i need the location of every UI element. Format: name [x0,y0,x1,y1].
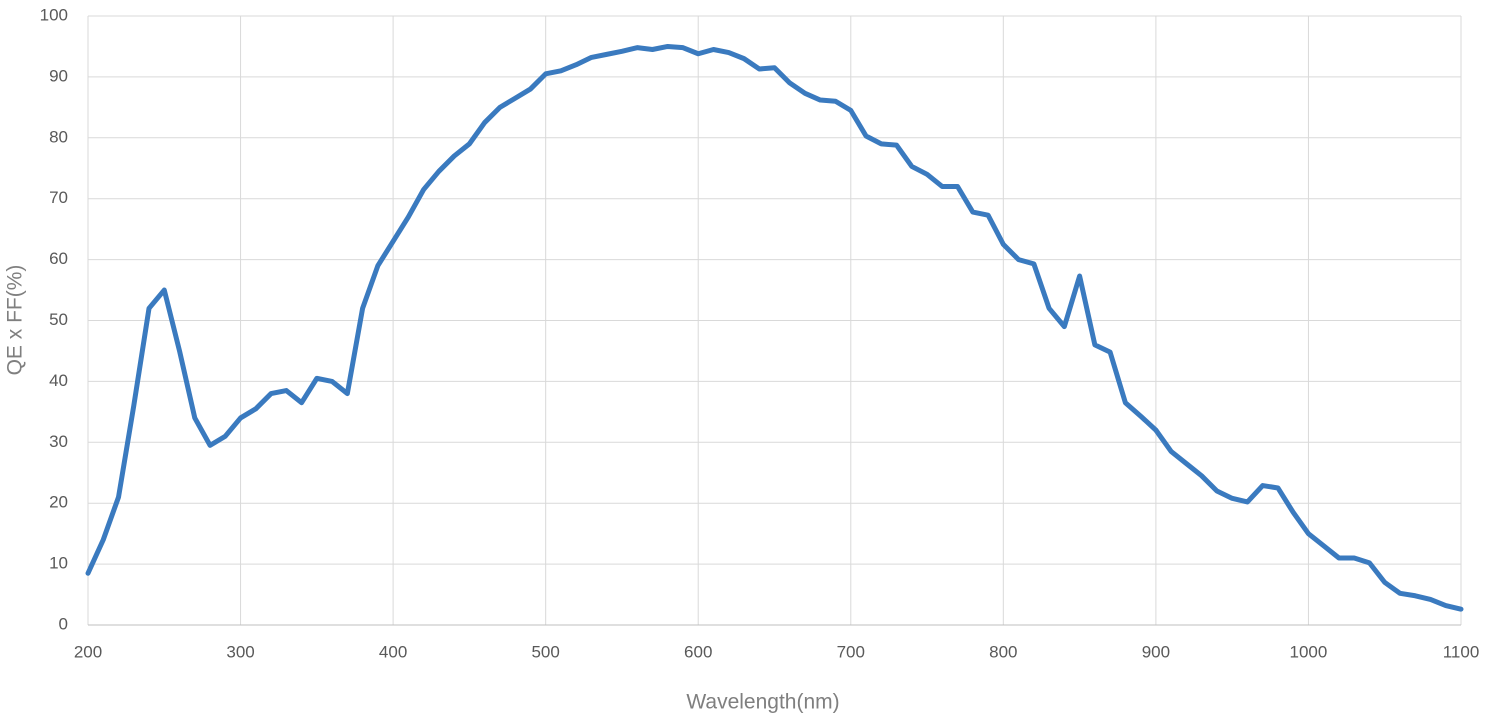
y-tick-label: 0 [59,614,68,633]
y-tick-label: 50 [49,310,68,329]
x-tick-label: 800 [989,642,1017,661]
y-axis-label: QE x FF(%) [4,265,27,376]
x-tick-label: 400 [379,642,407,661]
y-tick-label: 60 [49,249,68,268]
x-tick-label: 500 [531,642,559,661]
data-line [85,43,1464,612]
x-tick-label: 900 [1142,642,1170,661]
x-tick-label: 300 [226,642,254,661]
y-tick-label: 30 [49,432,68,451]
x-tick-label: 200 [74,642,102,661]
y-tick-label: 100 [40,5,68,24]
y-tick-label: 80 [49,127,68,146]
x-axis-label: Wavelength(nm) [686,691,839,714]
y-tick-label: 90 [49,66,68,85]
y-tick-label: 40 [49,371,68,390]
y-tick-label: 10 [49,554,68,573]
x-tick-label: 1100 [1443,642,1480,661]
x-tick-label: 1000 [1290,642,1328,661]
y-tick-label: 20 [49,493,68,512]
x-tick-label: 700 [837,642,865,661]
x-tick-label: 600 [684,642,712,661]
y-tick-label: 70 [49,188,68,207]
